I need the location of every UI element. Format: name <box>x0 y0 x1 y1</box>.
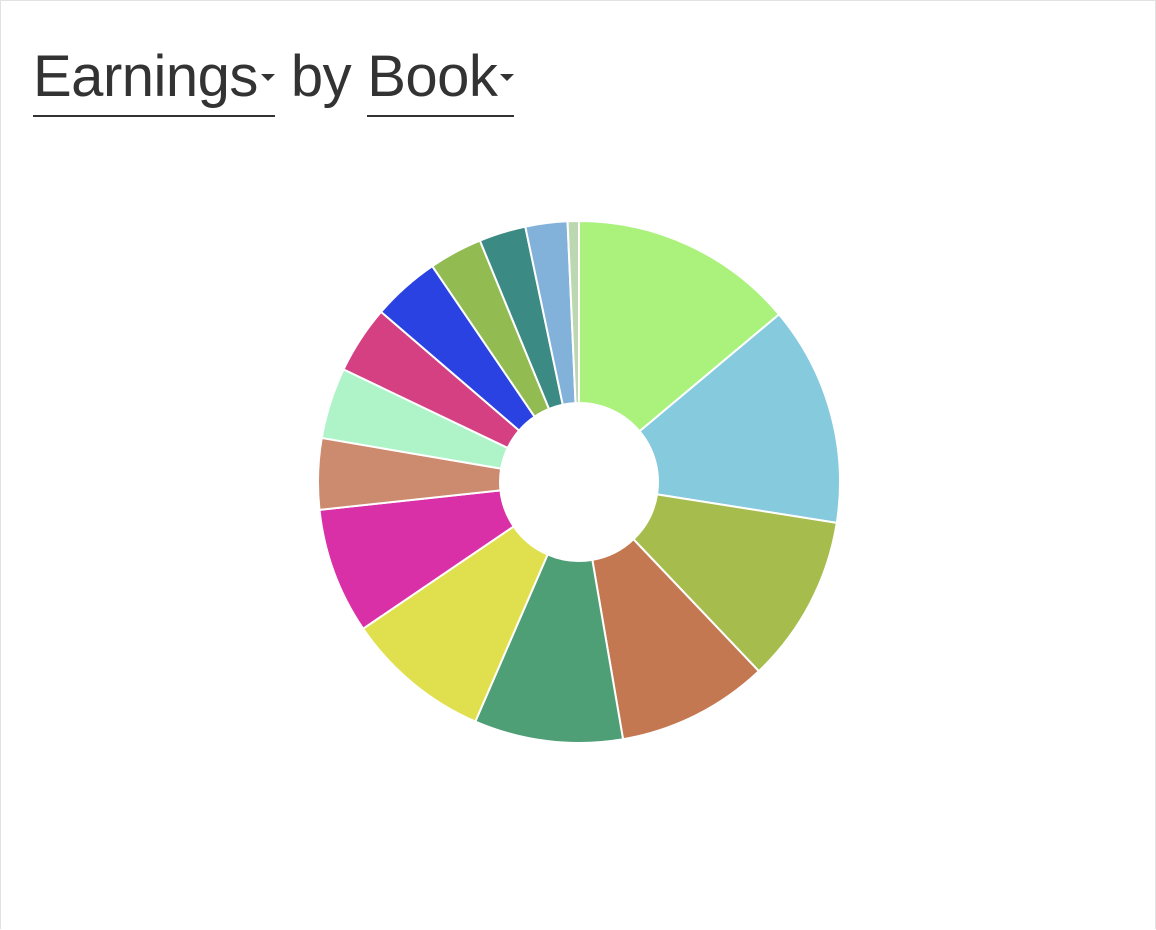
pie-slice-3[interactable] <box>632 493 838 673</box>
pie-slice-4[interactable] <box>591 538 760 741</box>
title-connector: by <box>290 44 352 109</box>
pie-slice-1[interactable] <box>578 220 781 433</box>
pie-slice-2[interactable] <box>638 313 841 524</box>
dimension-dropdown[interactable]: Book <box>367 44 515 117</box>
pie-slice-5[interactable] <box>474 553 625 744</box>
metric-dropdown[interactable]: Earnings <box>33 47 275 117</box>
metric-dropdown-label: Earnings <box>33 44 258 109</box>
pie-slice-15[interactable] <box>566 219 580 405</box>
chart-title-row: Earnings by Book <box>33 44 515 117</box>
chevron-down-icon <box>260 74 275 81</box>
chevron-down-icon <box>500 74 515 81</box>
dimension-dropdown-label: Book <box>367 44 498 109</box>
